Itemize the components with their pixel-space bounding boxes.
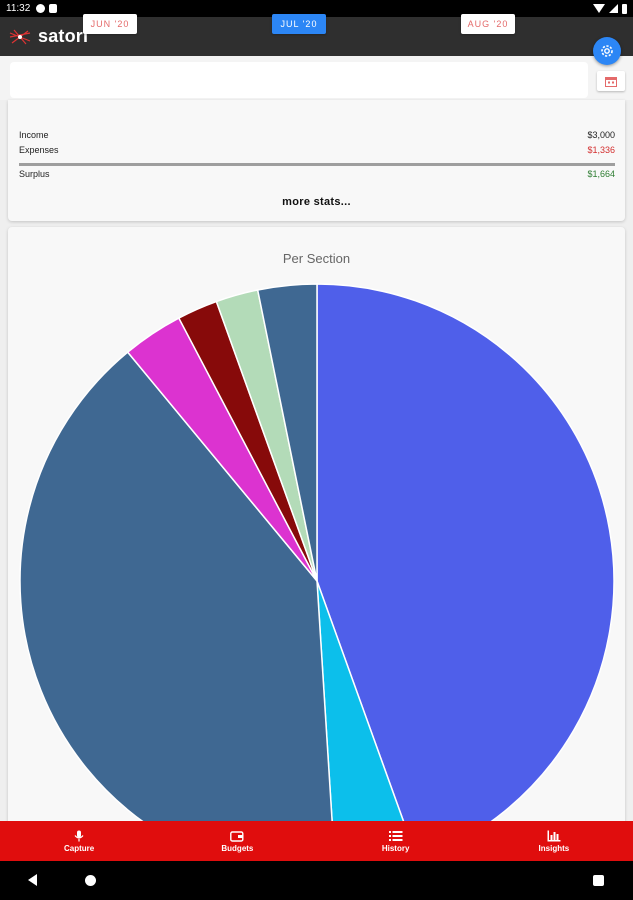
month-navigation (0, 56, 633, 100)
more-stats-button[interactable]: more stats... (282, 196, 351, 208)
nav-capture-label: Capture (64, 843, 95, 853)
prev-month-button[interactable]: JUN '20 (83, 14, 137, 34)
current-month-button[interactable]: JUL '20 (272, 14, 326, 34)
signal-icon (609, 4, 618, 13)
bar-chart-icon (547, 830, 561, 841)
month-selector (10, 62, 588, 98)
divider (19, 163, 615, 166)
calendar-icon (605, 76, 617, 87)
sim-icon (49, 4, 58, 13)
surplus-value: $1,664 (587, 169, 615, 179)
settings-button[interactable] (593, 37, 621, 65)
wallet-icon (230, 830, 244, 842)
nav-budgets[interactable]: Budgets (158, 821, 316, 861)
status-time: 11:32 (6, 3, 31, 14)
home-icon[interactable] (85, 875, 96, 886)
nav-history-label: History (381, 843, 410, 853)
nav-insights-label: Insights (538, 843, 570, 853)
pie-slice-2[interactable] (316, 580, 418, 823)
list-icon (388, 830, 403, 841)
stats-card: Income $3,000 Expenses $1,336 Surplus $1… (8, 100, 625, 221)
surplus-row: Surplus $1,664 (19, 169, 615, 179)
back-icon[interactable] (28, 874, 37, 886)
next-month-button[interactable]: AUG '20 (461, 14, 515, 34)
status-indicators (593, 3, 627, 14)
pie-slice-1[interactable] (316, 283, 615, 823)
battery-icon (622, 3, 627, 14)
wifi-icon (593, 4, 605, 13)
income-label: Income (19, 130, 49, 140)
nav-insights[interactable]: Insights (475, 821, 633, 861)
notification-icon (36, 4, 46, 13)
income-value: $3,000 (587, 130, 615, 140)
bottom-navigation: Capture Budgets History Insights (0, 821, 633, 861)
pie-slice-7[interactable] (256, 283, 318, 582)
pie-chart[interactable] (8, 227, 625, 823)
mic-icon (74, 830, 84, 841)
satori-logo-icon (9, 29, 31, 44)
system-navigation-bar (0, 861, 633, 900)
nav-history[interactable]: History (317, 821, 475, 861)
recent-apps-icon[interactable] (593, 875, 604, 886)
app-title: satori (38, 26, 89, 46)
status-bar: 11:32 (0, 0, 633, 17)
calendar-button[interactable] (597, 71, 625, 91)
income-row: Income $3,000 (19, 130, 615, 140)
expenses-label: Expenses (19, 145, 59, 155)
per-section-chart-card: Per Section (8, 227, 625, 823)
nav-budgets-label: Budgets (221, 843, 254, 853)
expenses-row: Expenses $1,336 (19, 145, 615, 155)
pie-slice-3[interactable] (19, 351, 336, 823)
expenses-value: $1,336 (587, 145, 615, 155)
nav-capture[interactable]: Capture (0, 821, 158, 861)
chart-title: Per Section (282, 251, 351, 266)
gear-icon (601, 45, 613, 57)
surplus-label: Surplus (19, 169, 50, 179)
